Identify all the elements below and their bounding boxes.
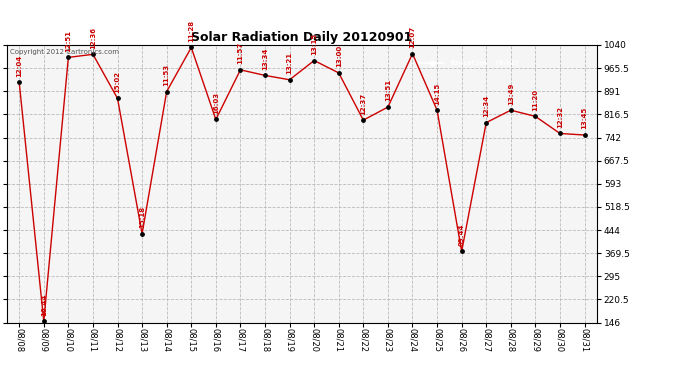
Text: 13:21: 13:21 [286, 52, 293, 74]
Point [284, 77, 295, 83]
Text: 13:15: 13:15 [311, 33, 317, 55]
Text: 16:03: 16:03 [213, 92, 219, 114]
Text: 13:49: 13:49 [508, 82, 514, 105]
Text: 12:37: 12:37 [360, 92, 366, 114]
Point [308, 57, 319, 63]
Point [431, 107, 442, 113]
Text: 12:34: 12:34 [483, 95, 489, 117]
Text: Copyright 2012 Cartronics.com: Copyright 2012 Cartronics.com [10, 49, 119, 55]
Text: 13:34: 13:34 [262, 48, 268, 70]
Text: 11:28: 11:28 [188, 20, 195, 42]
Text: 12:36: 12:36 [90, 27, 96, 49]
Point [235, 67, 246, 73]
Point [555, 130, 566, 136]
Text: 12:32: 12:32 [557, 106, 563, 128]
Text: 13:45: 13:45 [582, 107, 588, 129]
Text: 09:44: 09:44 [459, 224, 464, 246]
Point [358, 117, 369, 123]
Point [210, 117, 221, 123]
Text: 12:04: 12:04 [16, 54, 22, 76]
Text: 12:51: 12:51 [66, 30, 71, 52]
Title: Solar Radiation Daily 20120901: Solar Radiation Daily 20120901 [191, 31, 413, 44]
Point [63, 54, 74, 60]
Point [14, 79, 25, 85]
Point [333, 70, 344, 76]
Point [505, 107, 516, 113]
Point [382, 104, 393, 110]
Point [259, 72, 270, 78]
Text: 11:20: 11:20 [533, 88, 538, 111]
Point [530, 113, 541, 119]
Point [579, 132, 590, 138]
Text: 16:44: 16:44 [41, 293, 47, 316]
Point [407, 51, 418, 57]
Point [481, 120, 492, 126]
Point [88, 51, 99, 57]
Text: 11:57: 11:57 [237, 42, 244, 64]
Point [137, 231, 148, 237]
Point [186, 45, 197, 51]
Point [161, 88, 172, 94]
Text: 14:15: 14:15 [434, 82, 440, 105]
Point [112, 95, 123, 101]
Text: 13:00: 13:00 [336, 45, 342, 68]
Text: 15:02: 15:02 [115, 71, 121, 93]
Text: 12:07: 12:07 [409, 26, 415, 48]
Point [38, 318, 49, 324]
Point [456, 248, 467, 254]
Text: 13:51: 13:51 [385, 80, 391, 102]
Text: 15:18: 15:18 [139, 206, 145, 228]
Text: 11:53: 11:53 [164, 64, 170, 86]
